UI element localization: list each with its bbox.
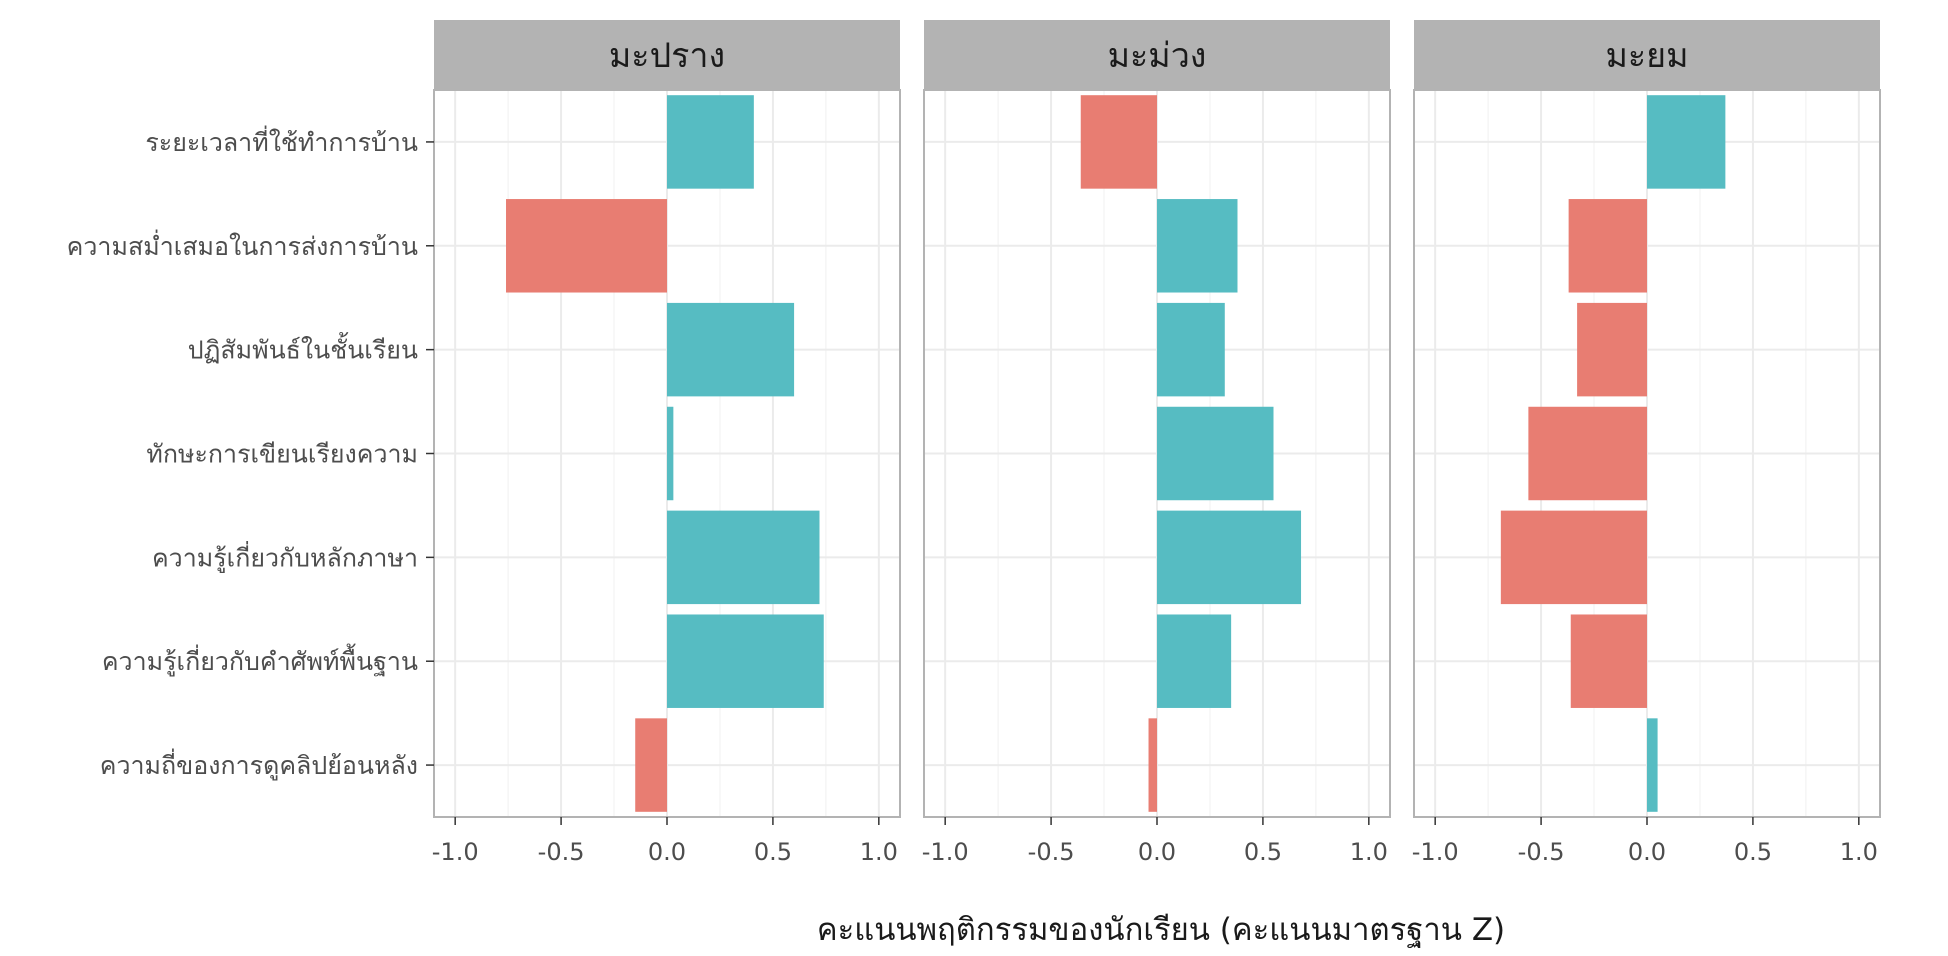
y-tick-label: ระยะเวลาที่ใช้ทำการบ้าน bbox=[145, 125, 418, 157]
y-axis-tick-labels: ระยะเวลาที่ใช้ทำการบ้านความสม่ำเสมอในการ… bbox=[67, 125, 434, 781]
facet-strip bbox=[434, 20, 900, 90]
bar bbox=[635, 718, 667, 812]
bar bbox=[1157, 510, 1302, 605]
bar bbox=[1570, 614, 1647, 708]
facet-panel-2: มะม่วง -1.0 -0.5 0.0 0.5 1.0 bbox=[922, 20, 1391, 866]
facet-strip-label: มะยม bbox=[1605, 36, 1688, 76]
x-tick-label: 0.0 bbox=[648, 838, 686, 866]
bar bbox=[1647, 718, 1658, 812]
y-tick-label: ทักษะการเขียนเรียงความ bbox=[146, 440, 418, 469]
facet-panel-1: มะปราง -1.0 -0.5 0.0 0.5 1.0 bbox=[432, 20, 901, 866]
bar bbox=[1500, 510, 1647, 605]
facet-panel-3: มะยม -1.0 -0.5 0.0 0.5 1.0 bbox=[1412, 20, 1881, 866]
y-tick-label: ความถี่ของการดูคลิปย้อนหลัง bbox=[100, 748, 418, 781]
x-tick-label: -1.0 bbox=[1412, 838, 1459, 866]
x-tick-label: 0.0 bbox=[1138, 838, 1176, 866]
bar bbox=[1148, 718, 1157, 812]
x-tick-label: 0.0 bbox=[1628, 838, 1666, 866]
y-tick-label: ความรู้เกี่ยวกับคำศัพท์พื้นฐาน bbox=[102, 643, 418, 677]
y-tick-label: ความรู้เกี่ยวกับหลักภาษา bbox=[152, 540, 418, 573]
bar bbox=[667, 406, 674, 501]
x-tick-label: 0.5 bbox=[754, 838, 792, 866]
x-tick-label: -0.5 bbox=[538, 838, 585, 866]
bar bbox=[1577, 302, 1647, 397]
x-tick-label: -0.5 bbox=[1028, 838, 1075, 866]
bar bbox=[667, 510, 820, 605]
bar bbox=[1528, 406, 1647, 501]
x-tick-label: 0.5 bbox=[1244, 838, 1282, 866]
bar bbox=[1157, 614, 1232, 708]
y-tick-label: ปฏิสัมพันธ์ในชั้นเรียน bbox=[188, 332, 418, 365]
x-tick-label: 0.5 bbox=[1734, 838, 1772, 866]
x-tick-label: 1.0 bbox=[860, 838, 898, 866]
bar bbox=[1157, 199, 1238, 293]
bar bbox=[667, 614, 824, 708]
x-tick-label: 1.0 bbox=[1840, 838, 1878, 866]
bar bbox=[1157, 406, 1274, 501]
x-tick-label: -1.0 bbox=[432, 838, 479, 866]
bar bbox=[506, 199, 667, 293]
x-axis-title: คะแนนพฤติกรรมของนักเรียน (คะแนนมาตรฐาน Z… bbox=[817, 912, 1505, 948]
bar bbox=[667, 95, 754, 189]
facet-strip-label: มะปราง bbox=[609, 36, 725, 76]
x-tick-label: -1.0 bbox=[922, 838, 969, 866]
bar bbox=[667, 302, 795, 397]
y-tick-label: ความสม่ำเสมอในการส่งการบ้าน bbox=[67, 229, 418, 261]
x-tick-label: -0.5 bbox=[1518, 838, 1565, 866]
bar bbox=[1080, 95, 1157, 189]
bar bbox=[1568, 199, 1647, 293]
bar bbox=[1647, 95, 1726, 189]
x-tick-label: 1.0 bbox=[1350, 838, 1388, 866]
facet-strip bbox=[1414, 20, 1880, 90]
facet-strip bbox=[924, 20, 1390, 90]
bar bbox=[1157, 302, 1225, 397]
facet-strip-label: มะม่วง bbox=[1108, 36, 1207, 76]
facet-panels: มะปราง -1.0 -0.5 0.0 0.5 1.0 มะม่วง -1.0 -0.5 0.0… bbox=[432, 20, 1881, 866]
